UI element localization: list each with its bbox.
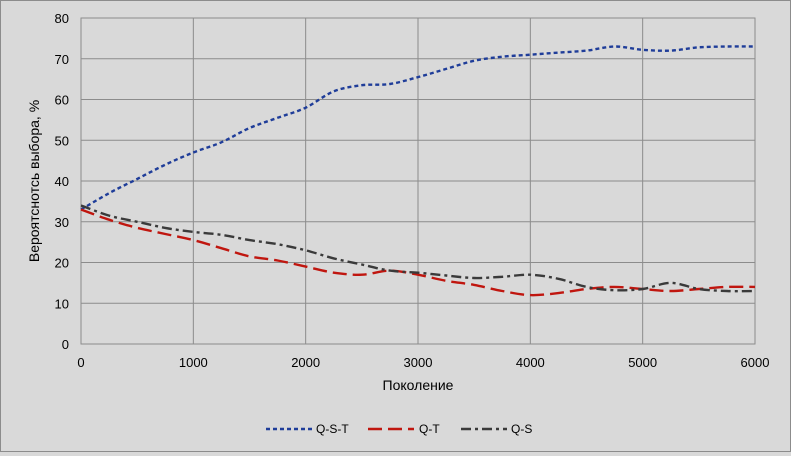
y-tick-label: 20 [55,256,69,271]
x-tick-label: 5000 [628,355,657,370]
y-tick-label: 40 [55,174,69,189]
x-tick-label: 6000 [741,355,770,370]
x-tick-label: 0 [77,355,84,370]
y-tick-label: 80 [55,11,69,26]
x-tick-label: 2000 [291,355,320,370]
series-lines [80,45,756,297]
legend-item-q-t: Q-T [368,422,440,436]
x-tick-label: 3000 [404,355,433,370]
y-tick-label: 60 [55,93,69,108]
y-tick-label: 30 [55,215,69,230]
y-tick-label: 10 [55,296,69,311]
legend-item-q-s: Q-S [461,422,532,436]
legend-item-q-s-t: Q-S-T [266,422,349,436]
y-tick-label: 70 [55,52,69,67]
y-tick-label: 0 [62,337,69,352]
series-line-q-s-t [80,45,756,211]
legend-label: Q-T [419,422,440,436]
series-line-q-s [80,204,756,293]
y-axis-title: Вероятснотсь выбора, % [26,100,42,262]
x-tick-labels: 0 1000 2000 3000 4000 5000 6000 [77,355,769,370]
x-axis-title: Поколение [383,377,454,393]
legend: Q-S-T Q-T Q-S [266,422,532,436]
x-tick-label: 4000 [516,355,545,370]
y-tick-label: 50 [55,133,69,148]
legend-label: Q-S [511,422,532,436]
x-tick-label: 1000 [179,355,208,370]
legend-label: Q-S-T [316,422,349,436]
y-tick-labels: 0 10 20 30 40 50 60 70 80 [55,11,69,352]
grid [80,17,756,345]
